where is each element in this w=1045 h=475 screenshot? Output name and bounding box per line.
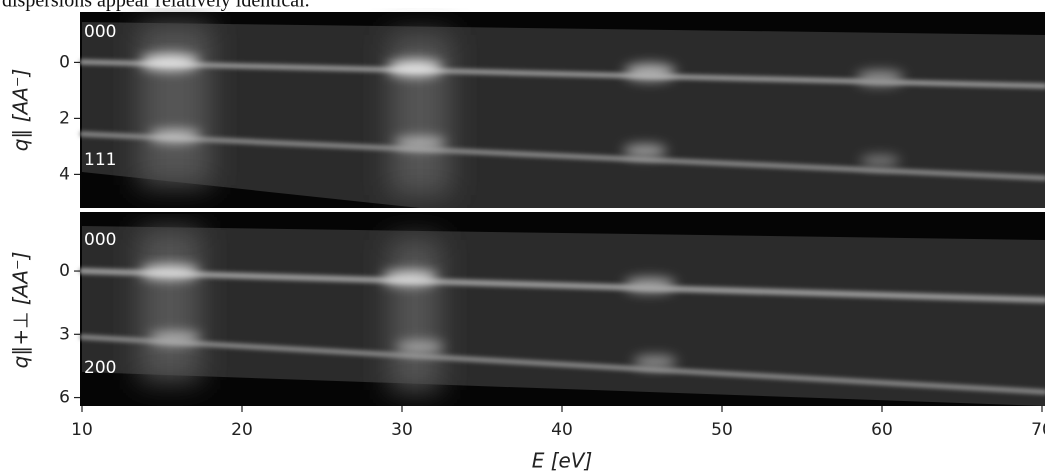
y-axis-label: q∥ [AA⁻] <box>9 69 33 152</box>
panel-image <box>79 212 1045 406</box>
y-tick-label: 3 <box>59 324 70 344</box>
y-tick-label: 2 <box>59 108 70 128</box>
x-axis-label: E [eV] <box>532 449 593 473</box>
x-tick-label: 50 <box>711 420 733 440</box>
y-tick-label: 0 <box>59 261 70 281</box>
x-tick-label: 70 <box>1031 420 1045 440</box>
annotation: 000 <box>84 22 116 42</box>
x-tick-label: 30 <box>391 420 413 440</box>
annotation: 200 <box>84 358 116 378</box>
annotation: 000 <box>84 230 116 250</box>
x-tick-label: 40 <box>551 420 573 440</box>
y-tick-label: 0 <box>59 52 70 72</box>
y-tick-label: 4 <box>59 164 70 184</box>
annotation: 111 <box>84 150 116 170</box>
text-fragment: dispersions appear relatively identical. <box>2 0 310 12</box>
y-axis-label: q∥+⊥ [AA⁻] <box>9 252 33 369</box>
x-tick-label: 20 <box>231 420 253 440</box>
x-tick-label: 10 <box>71 420 93 440</box>
y-tick-label: 6 <box>59 388 70 408</box>
panel-image <box>79 12 1045 212</box>
x-tick-label: 60 <box>871 420 893 440</box>
